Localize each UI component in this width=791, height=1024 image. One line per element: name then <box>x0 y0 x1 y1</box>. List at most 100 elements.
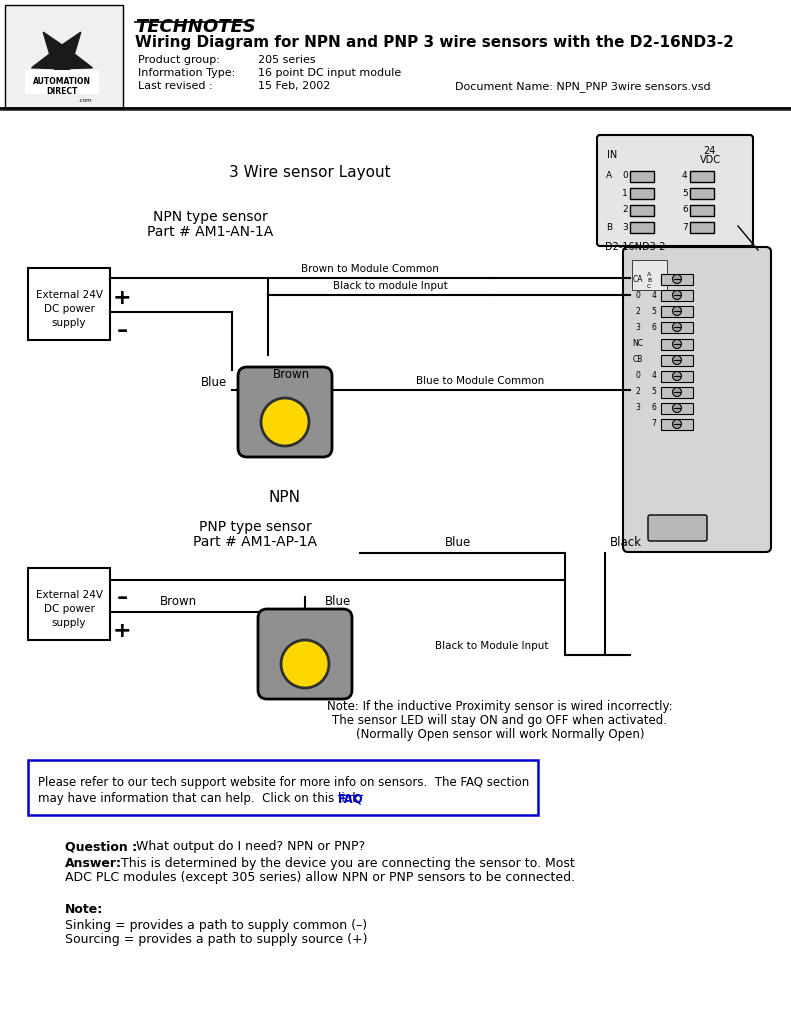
Text: Document Name: NPN_PNP 3wire sensors.vsd: Document Name: NPN_PNP 3wire sensors.vsd <box>455 81 710 92</box>
Bar <box>690 188 714 199</box>
Bar <box>630 205 654 216</box>
Text: B: B <box>606 222 612 231</box>
Text: The sensor LED will stay ON and go OFF when activated.: The sensor LED will stay ON and go OFF w… <box>332 714 668 727</box>
Text: 5: 5 <box>652 306 657 315</box>
Text: FAQ: FAQ <box>338 792 364 805</box>
Text: 3: 3 <box>635 403 641 413</box>
Text: 16 point DC input module: 16 point DC input module <box>258 68 401 78</box>
Polygon shape <box>32 32 93 90</box>
Text: 2: 2 <box>622 206 627 214</box>
Circle shape <box>672 306 682 315</box>
Circle shape <box>672 291 682 299</box>
Text: Question :: Question : <box>65 840 137 853</box>
Bar <box>632 260 667 290</box>
Text: Black to Module Input: Black to Module Input <box>435 641 549 651</box>
Text: Brown: Brown <box>160 595 196 608</box>
Bar <box>690 171 714 182</box>
Text: DIRECT: DIRECT <box>47 87 78 96</box>
Text: Blue: Blue <box>201 376 227 389</box>
Text: 15 Feb, 2002: 15 Feb, 2002 <box>258 81 331 91</box>
Bar <box>661 371 693 382</box>
Bar <box>661 306 693 317</box>
Circle shape <box>672 323 682 332</box>
Text: Please refer to our tech support website for more info on sensors.  The FAQ sect: Please refer to our tech support website… <box>38 776 529 790</box>
Text: 0: 0 <box>622 171 628 180</box>
Text: CA: CA <box>633 274 643 284</box>
Text: –: – <box>116 321 127 341</box>
FancyBboxPatch shape <box>623 247 771 552</box>
Text: Brown: Brown <box>273 368 310 381</box>
Text: Note:: Note: <box>65 903 104 916</box>
Text: 4: 4 <box>652 291 657 299</box>
Text: 7: 7 <box>682 222 687 231</box>
Text: External 24V: External 24V <box>36 590 103 600</box>
Text: Last revised :: Last revised : <box>138 81 213 91</box>
Bar <box>28 568 110 640</box>
Text: Sinking = provides a path to supply common (–): Sinking = provides a path to supply comm… <box>65 919 367 932</box>
Text: A: A <box>606 171 612 180</box>
Text: may have information that can help.  Click on this link: may have information that can help. Clic… <box>38 792 359 805</box>
Text: .com: .com <box>78 97 92 102</box>
Text: PNP type sensor: PNP type sensor <box>199 520 312 534</box>
Circle shape <box>261 398 309 446</box>
Bar <box>661 355 693 366</box>
Text: NPN: NPN <box>269 490 301 505</box>
Text: Blue: Blue <box>445 536 471 549</box>
Text: What output do I need? NPN or PNP?: What output do I need? NPN or PNP? <box>132 840 365 853</box>
Circle shape <box>672 355 682 365</box>
Bar <box>630 188 654 199</box>
Circle shape <box>281 640 329 688</box>
Bar <box>661 403 693 414</box>
Text: A
B
C: A B C <box>647 272 651 289</box>
Text: 2: 2 <box>636 306 641 315</box>
Text: AUTOMATION: AUTOMATION <box>33 78 91 86</box>
Text: VDC: VDC <box>700 155 721 165</box>
Bar <box>28 268 110 340</box>
Text: Sourcing = provides a path to supply source (+): Sourcing = provides a path to supply sou… <box>65 933 368 946</box>
Text: Answer:: Answer: <box>65 857 122 870</box>
Bar <box>661 339 693 350</box>
Text: 6: 6 <box>652 403 657 413</box>
Bar <box>630 171 654 182</box>
Text: CB: CB <box>633 355 643 365</box>
Text: Information Type:: Information Type: <box>138 68 235 78</box>
Text: 3: 3 <box>622 222 628 231</box>
Text: This is determined by the device you are connecting the sensor to. Most: This is determined by the device you are… <box>117 857 575 870</box>
Text: 4: 4 <box>652 372 657 381</box>
Text: supply: supply <box>51 318 86 328</box>
Text: Black: Black <box>610 536 642 549</box>
Bar <box>661 274 693 285</box>
FancyBboxPatch shape <box>648 515 707 541</box>
Bar <box>690 222 714 233</box>
Bar <box>661 387 693 398</box>
Text: Part # AM1-AP-1A: Part # AM1-AP-1A <box>193 535 317 549</box>
Text: DC power: DC power <box>44 304 94 314</box>
Text: 24: 24 <box>703 146 715 156</box>
Text: Wiring Diagram for NPN and PNP 3 wire sensors with the D2-16ND3-2: Wiring Diagram for NPN and PNP 3 wire se… <box>135 35 734 50</box>
Text: 5: 5 <box>652 387 657 396</box>
Bar <box>661 322 693 333</box>
FancyBboxPatch shape <box>238 367 332 457</box>
Circle shape <box>672 403 682 413</box>
Circle shape <box>672 274 682 284</box>
Text: D2-16ND3-2: D2-16ND3-2 <box>605 242 665 252</box>
Text: –: – <box>116 588 127 608</box>
Text: NPN type sensor: NPN type sensor <box>153 210 267 224</box>
Circle shape <box>672 387 682 396</box>
Circle shape <box>672 340 682 348</box>
Text: 5: 5 <box>682 188 687 198</box>
Text: Blue: Blue <box>325 595 351 608</box>
Text: 3: 3 <box>635 323 641 332</box>
Text: 1: 1 <box>622 188 628 198</box>
Text: 2: 2 <box>636 387 641 396</box>
Text: 6: 6 <box>652 323 657 332</box>
Bar <box>630 222 654 233</box>
Text: +: + <box>112 621 131 641</box>
Circle shape <box>672 372 682 381</box>
Bar <box>661 419 693 430</box>
Text: Brown to Module Common: Brown to Module Common <box>301 264 439 274</box>
Text: Product group:: Product group: <box>138 55 220 65</box>
FancyBboxPatch shape <box>258 609 352 699</box>
Text: NC: NC <box>633 340 644 348</box>
Bar <box>5 5 123 108</box>
